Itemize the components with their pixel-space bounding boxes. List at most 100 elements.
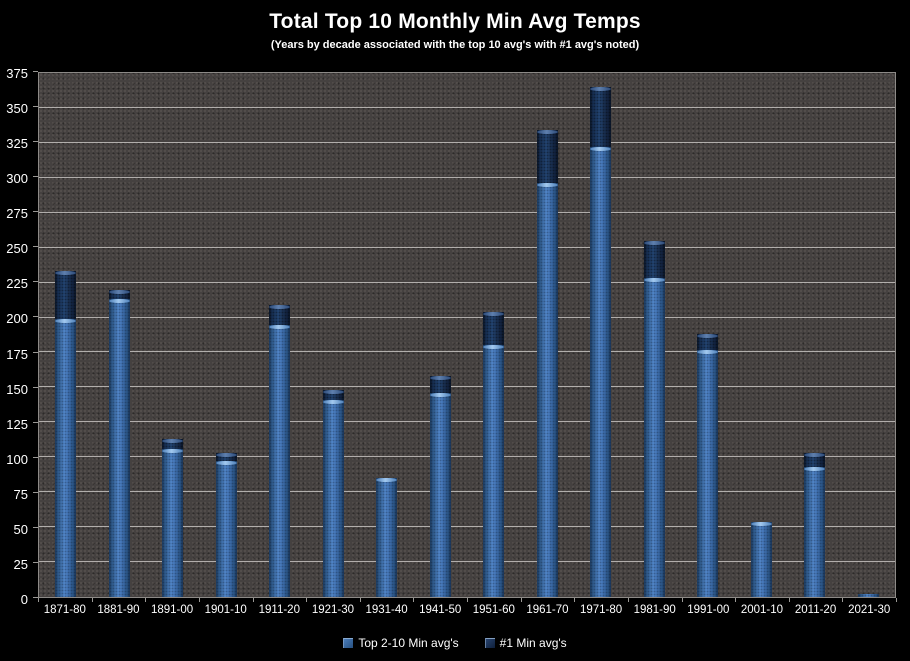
y-tick-mark bbox=[33, 421, 38, 423]
y-tick-label: 75 bbox=[13, 486, 28, 502]
y-tick-label: 0 bbox=[20, 592, 28, 607]
x-tick-label: 2001-10 bbox=[740, 604, 784, 616]
bar-slot bbox=[842, 73, 896, 597]
gridline bbox=[39, 141, 895, 143]
bar-segment-top2-10 bbox=[483, 345, 505, 597]
y-tick-label: 50 bbox=[13, 521, 28, 537]
y-tick-mark bbox=[33, 281, 38, 283]
y-tick-label: 100 bbox=[6, 451, 28, 467]
y-tick-mark bbox=[33, 71, 38, 72]
plot-area bbox=[38, 72, 896, 598]
gridline bbox=[39, 491, 895, 493]
gridline bbox=[39, 316, 895, 318]
x-tick-label: 1891-00 bbox=[150, 604, 194, 616]
bar bbox=[697, 73, 719, 597]
y-tick-label: 325 bbox=[6, 136, 28, 152]
y-tick-label: 300 bbox=[6, 171, 28, 187]
bar-segment-top2-10 bbox=[643, 278, 665, 597]
chart-title: Total Top 10 Monthly Min Avg Temps bbox=[269, 10, 641, 33]
bar bbox=[590, 73, 612, 597]
x-tick-label: 1871-80 bbox=[43, 604, 86, 616]
gridline bbox=[39, 176, 895, 178]
x-tick-label: 1931-40 bbox=[365, 604, 408, 616]
x-tick-mark bbox=[896, 598, 897, 602]
x-tick-label: 1951-60 bbox=[472, 604, 515, 616]
bar bbox=[108, 73, 130, 597]
bar-segment-number1 bbox=[697, 334, 719, 350]
bar-segment-number1 bbox=[536, 130, 558, 184]
legend: Top 2-10 Min avg's #1 Min avg's bbox=[0, 632, 910, 654]
bar-segment-top2-10 bbox=[429, 393, 451, 597]
y-tick-label: 200 bbox=[6, 311, 28, 327]
gridline bbox=[39, 211, 895, 213]
bar-segment-top2-10 bbox=[376, 478, 398, 597]
bar-slot bbox=[681, 73, 735, 597]
bar bbox=[857, 73, 879, 597]
x-tick-mark bbox=[91, 598, 93, 602]
bar-segment-top2-10 bbox=[108, 299, 130, 597]
x-tick-mark bbox=[359, 598, 361, 602]
y-tick-mark bbox=[33, 176, 38, 178]
y-tick-mark bbox=[33, 386, 38, 388]
y-tick-mark bbox=[33, 246, 38, 248]
x-tick-mark bbox=[252, 598, 254, 602]
gridline bbox=[39, 456, 895, 458]
legend-marker bbox=[484, 638, 495, 648]
bar-slot bbox=[200, 73, 254, 597]
y-tick-mark bbox=[33, 561, 38, 563]
x-tick-mark bbox=[38, 598, 39, 602]
y-tick-label: 350 bbox=[6, 101, 28, 117]
y-tick-mark bbox=[33, 211, 38, 213]
y-tick-label: 225 bbox=[6, 276, 28, 292]
y-axis: 0 25 50 75 100 125 150 175 200 225 250 275 300 325 350… bbox=[0, 67, 38, 606]
bar-segment-top2-10 bbox=[750, 521, 772, 597]
x-tick-mark bbox=[627, 598, 629, 602]
bar-segment-number1 bbox=[590, 86, 612, 148]
y-tick-mark bbox=[33, 141, 38, 143]
bar-segment-number1 bbox=[483, 311, 505, 346]
bar-slot bbox=[735, 73, 789, 597]
x-tick-mark bbox=[306, 598, 308, 602]
gridline bbox=[39, 386, 895, 388]
bar-slot bbox=[521, 73, 575, 597]
bar-slot bbox=[788, 73, 842, 597]
bar-segment-number1 bbox=[162, 439, 184, 449]
x-tick-mark bbox=[681, 598, 683, 602]
bar-slot bbox=[307, 73, 361, 597]
x-tick-mark bbox=[574, 598, 576, 602]
gridline bbox=[39, 421, 895, 423]
x-tick-label: 1881-90 bbox=[97, 604, 140, 616]
x-tick-mark bbox=[198, 598, 200, 602]
bar-segment-top2-10 bbox=[697, 349, 719, 597]
y-tick-mark bbox=[33, 316, 38, 318]
bar bbox=[322, 73, 344, 597]
y-tick-mark bbox=[33, 351, 38, 353]
bar bbox=[483, 73, 505, 597]
x-tick-label: 1901-10 bbox=[204, 604, 247, 616]
gridline bbox=[39, 561, 895, 563]
bar bbox=[429, 73, 451, 597]
bar-segment-top2-10 bbox=[269, 324, 291, 597]
x-tick-label: 1961-70 bbox=[526, 604, 569, 616]
x-tick-mark bbox=[842, 598, 844, 602]
bar-segment-number1 bbox=[55, 271, 77, 319]
bar-slot bbox=[574, 73, 628, 597]
x-tick-mark bbox=[467, 598, 468, 602]
x-tick-label: 1971-80 bbox=[579, 604, 623, 616]
bar-slot bbox=[414, 73, 468, 597]
bar-segment-number1 bbox=[269, 304, 291, 325]
bar-segment-number1 bbox=[804, 453, 826, 468]
bar-segment-top2-10 bbox=[590, 147, 612, 597]
y-tick-label: 25 bbox=[13, 556, 28, 572]
legend-label: Top 2-10 Min avg's bbox=[358, 636, 459, 650]
bar-segment-top2-10 bbox=[536, 183, 558, 597]
bar-segment-number1 bbox=[322, 390, 344, 400]
y-tick-label: 150 bbox=[6, 381, 28, 397]
bar-segment-number1 bbox=[108, 289, 130, 300]
y-tick-mark bbox=[33, 106, 38, 108]
y-tick-label: 125 bbox=[6, 416, 28, 432]
bar bbox=[215, 73, 237, 597]
bar bbox=[162, 73, 184, 597]
x-tick-label: 1941-50 bbox=[419, 604, 462, 616]
bar-slot bbox=[467, 73, 521, 597]
